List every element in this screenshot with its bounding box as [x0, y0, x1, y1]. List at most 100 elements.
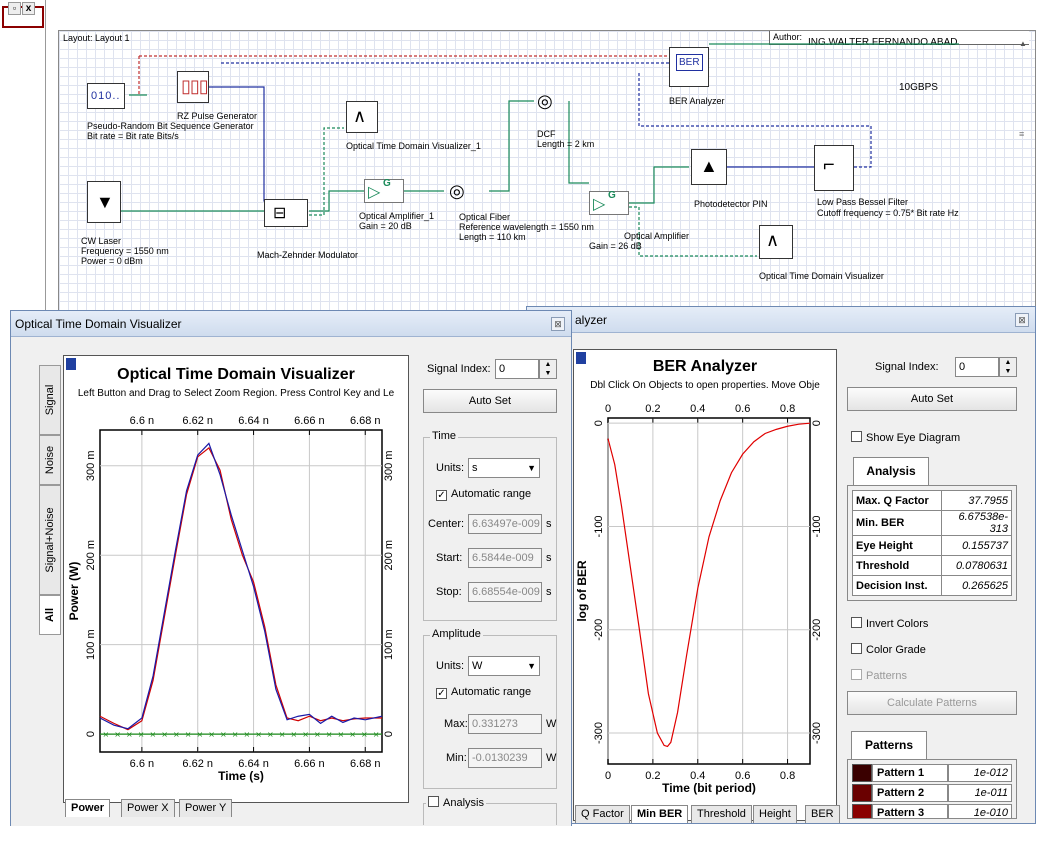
vtab-all-label: All: [44, 607, 56, 623]
close-icon[interactable]: x: [22, 2, 35, 15]
show-eye-checkbox[interactable]: Show Eye Diagram: [851, 431, 960, 444]
analysis-group-label[interactable]: Analysis: [426, 796, 486, 809]
amp1-label: Optical Amplifier_1: [359, 211, 435, 221]
scroll-up-icon[interactable]: ▲: [1019, 39, 1027, 48]
time-auto-range-label: Automatic range: [451, 488, 532, 500]
ber-close-icon[interactable]: ⊠: [1015, 313, 1029, 327]
otdv-chart[interactable]: 6.6 n 6.6 n 6.62 n 6.62 n 6.64 n 6.64 n 6.66 n…: [64, 404, 408, 802]
x-tick-label: 0: [605, 403, 611, 415]
amp-auto-range-checkbox[interactable]: ✓ Automatic range: [436, 686, 532, 699]
x-axis-label: Time (bit period): [662, 781, 756, 795]
amp-units-value: W: [472, 660, 483, 672]
pattern-row[interactable]: Pattern 2 1e-011: [852, 784, 1012, 802]
start-field[interactable]: 6.5844e-009: [468, 548, 542, 568]
dropdown-icon: ▼: [527, 661, 536, 671]
tab-power-y[interactable]: Power Y: [179, 799, 233, 817]
sample-marker: ×: [291, 730, 298, 739]
mzm-label: Mach-Zehnder Modulator: [257, 250, 359, 260]
tab-threshold[interactable]: Threshold: [691, 805, 752, 823]
time-auto-range-checkbox[interactable]: ✓ Automatic range: [436, 488, 532, 501]
prbs-generator-icon[interactable]: 010..: [87, 83, 125, 109]
pattern-name: Pattern 1: [872, 764, 948, 782]
tab-height[interactable]: Height: [753, 805, 797, 823]
sample-marker: ×: [232, 730, 239, 739]
analysis-row: Threshold 0.0780631: [851, 555, 1012, 576]
sample-marker: ×: [197, 730, 204, 739]
analysis-value: 6.67538e-313: [941, 510, 1012, 536]
analysis-group: Analysis: [423, 796, 557, 825]
plot-area: [607, 417, 811, 765]
x-tick-label: 0.4: [690, 770, 705, 782]
y-tick-label: -200: [593, 619, 605, 641]
amplifier1-icon[interactable]: ▷ G: [364, 178, 404, 203]
y-tick-label: 100 m: [383, 629, 395, 660]
fiber-icon[interactable]: ◎: [449, 181, 465, 201]
restore-icon[interactable]: ▫: [8, 2, 21, 15]
start-label: Start:: [436, 552, 463, 564]
tab-power-x[interactable]: Power X: [121, 799, 175, 817]
ber-signal-index-input[interactable]: 0: [955, 357, 999, 377]
y-tick-label: 0: [593, 420, 605, 426]
calculate-patterns-button[interactable]: Calculate Patterns: [847, 691, 1017, 715]
x-tick-label: 6.6 n: [130, 415, 154, 427]
ber-plot-title: BER Analyzer: [652, 358, 758, 375]
invert-colors-checkbox[interactable]: Invert Colors: [851, 617, 928, 630]
series-line: [99, 442, 383, 730]
signal-index-spin-icon[interactable]: ▲ ▼: [539, 359, 557, 379]
analysis-tab[interactable]: Analysis: [853, 457, 929, 485]
patterns-tab[interactable]: Patterns: [851, 731, 927, 759]
time-units-value: s: [472, 462, 478, 474]
scroll-grip-icon[interactable]: ≡: [1019, 129, 1025, 139]
otdv-icon[interactable]: ∧: [759, 225, 793, 259]
ber-auto-set-button[interactable]: Auto Set: [847, 387, 1017, 411]
otdv-window[interactable]: Optical Time Domain Visualizer ⊠ Signal …: [10, 310, 572, 828]
signal-index-input[interactable]: 0: [495, 359, 539, 379]
photodetector-icon[interactable]: ▲: [691, 149, 727, 185]
lowpass-filter-icon[interactable]: ⌐: [814, 145, 854, 191]
vtab-all[interactable]: All: [39, 595, 61, 635]
otdv-close-icon[interactable]: ⊠: [551, 317, 565, 331]
stop-field[interactable]: 6.68554e-009: [468, 582, 542, 602]
lpf-label: Low Pass Bessel Filter: [817, 197, 909, 207]
ber-chart[interactable]: 000.20.20.40.40.60.60.80.80 0-100 -100-200…: [574, 396, 836, 804]
amplifier2-icon[interactable]: ▷ G: [589, 190, 629, 215]
center-field[interactable]: 6.63497e-009: [468, 514, 542, 534]
ber-analyzer-icon[interactable]: BER: [669, 47, 709, 87]
rz-pulse-generator-icon[interactable]: ▯▯▯: [177, 71, 209, 103]
pattern-row[interactable]: Pattern 1 1e-012: [852, 764, 1012, 782]
max-unit: W: [546, 718, 557, 730]
y-tick-label: 0: [811, 420, 823, 426]
amp-units-select[interactable]: W ▼: [468, 656, 540, 676]
tab-power[interactable]: Power: [65, 799, 111, 817]
time-group: Time Units: s ▼ ✓ Automatic range Center: …: [423, 430, 557, 621]
pattern-row[interactable]: Pattern 3 1e-010: [852, 804, 1012, 818]
mach-zehnder-icon[interactable]: ⊟: [264, 199, 308, 227]
pd-label: Photodetector PIN: [694, 199, 768, 209]
sample-marker: ×: [150, 730, 157, 739]
auto-set-button[interactable]: Auto Set: [423, 389, 557, 413]
layout-title: Layout: Layout 1: [63, 33, 130, 43]
vtab-signal[interactable]: Signal: [39, 365, 61, 435]
min-field[interactable]: -0.0130239: [468, 748, 542, 768]
time-units-label: Units:: [436, 462, 465, 474]
sample-marker: ×: [349, 730, 356, 739]
color-grade-checkbox[interactable]: Color Grade: [851, 643, 926, 656]
ber-analyzer-window[interactable]: alyzer ⊠ BER Analyzer Dbl Click On Objec…: [526, 306, 1036, 824]
dcf-icon[interactable]: ◎: [537, 91, 553, 111]
amp1-gain: Gain = 20 dB: [359, 221, 412, 231]
tab-ber[interactable]: BER: [805, 805, 840, 823]
time-units-select[interactable]: s ▼: [468, 458, 540, 478]
tab-min-ber[interactable]: Min BER: [631, 805, 689, 823]
layout-canvas[interactable]: Layout: Layout 1 Author: ING.WALTER FERN…: [58, 30, 1036, 330]
max-field[interactable]: 0.331273: [468, 714, 542, 734]
tab-q-factor[interactable]: Q Factor: [575, 805, 630, 823]
patterns-checkbox[interactable]: Patterns: [851, 669, 907, 682]
analysis-value: 0.0780631: [941, 555, 1012, 576]
otdv1-icon[interactable]: ∧: [346, 101, 378, 133]
cw-laser-icon[interactable]: ▼: [87, 181, 121, 223]
ber-spin-icon[interactable]: ▲ ▼: [999, 357, 1017, 377]
rz-label: RZ Pulse Generator: [177, 111, 258, 121]
vtab-signal-noise[interactable]: Signal+Noise: [39, 485, 61, 595]
vtab-noise[interactable]: Noise: [39, 435, 61, 485]
